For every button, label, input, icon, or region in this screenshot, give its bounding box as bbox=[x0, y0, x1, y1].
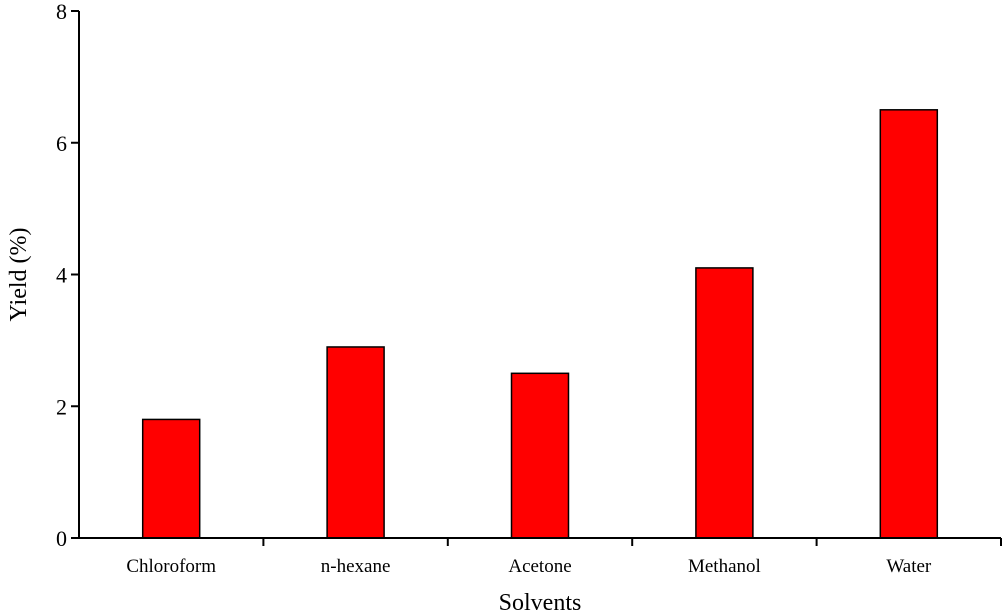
y-tick-label: 4 bbox=[56, 263, 67, 288]
x-axis-ticks: Chloroform n-hexane Acetone Methanol Water bbox=[126, 538, 1002, 577]
y-axis-ticks: 0 2 4 6 8 bbox=[56, 0, 79, 551]
x-category-label: n-hexane bbox=[321, 556, 391, 577]
y-axis-title: Yield (%) bbox=[6, 228, 32, 322]
x-axis-title: Solvents bbox=[499, 590, 582, 616]
bar-methanol bbox=[695, 267, 754, 539]
bar-chloroform bbox=[141, 418, 201, 539]
x-category-label: Water bbox=[886, 556, 932, 577]
x-category-label: Chloroform bbox=[126, 556, 216, 577]
bars-group bbox=[141, 109, 939, 539]
x-category-label: Acetone bbox=[508, 556, 571, 577]
y-tick-label: 8 bbox=[56, 0, 67, 24]
bar-water bbox=[879, 109, 939, 539]
y-tick-label: 0 bbox=[56, 526, 67, 551]
y-tick-label: 2 bbox=[56, 394, 67, 419]
bar-n-hexane bbox=[326, 346, 385, 539]
x-category-label: Methanol bbox=[688, 556, 761, 577]
y-tick-label: 6 bbox=[56, 131, 67, 156]
bar-acetone bbox=[510, 372, 570, 539]
